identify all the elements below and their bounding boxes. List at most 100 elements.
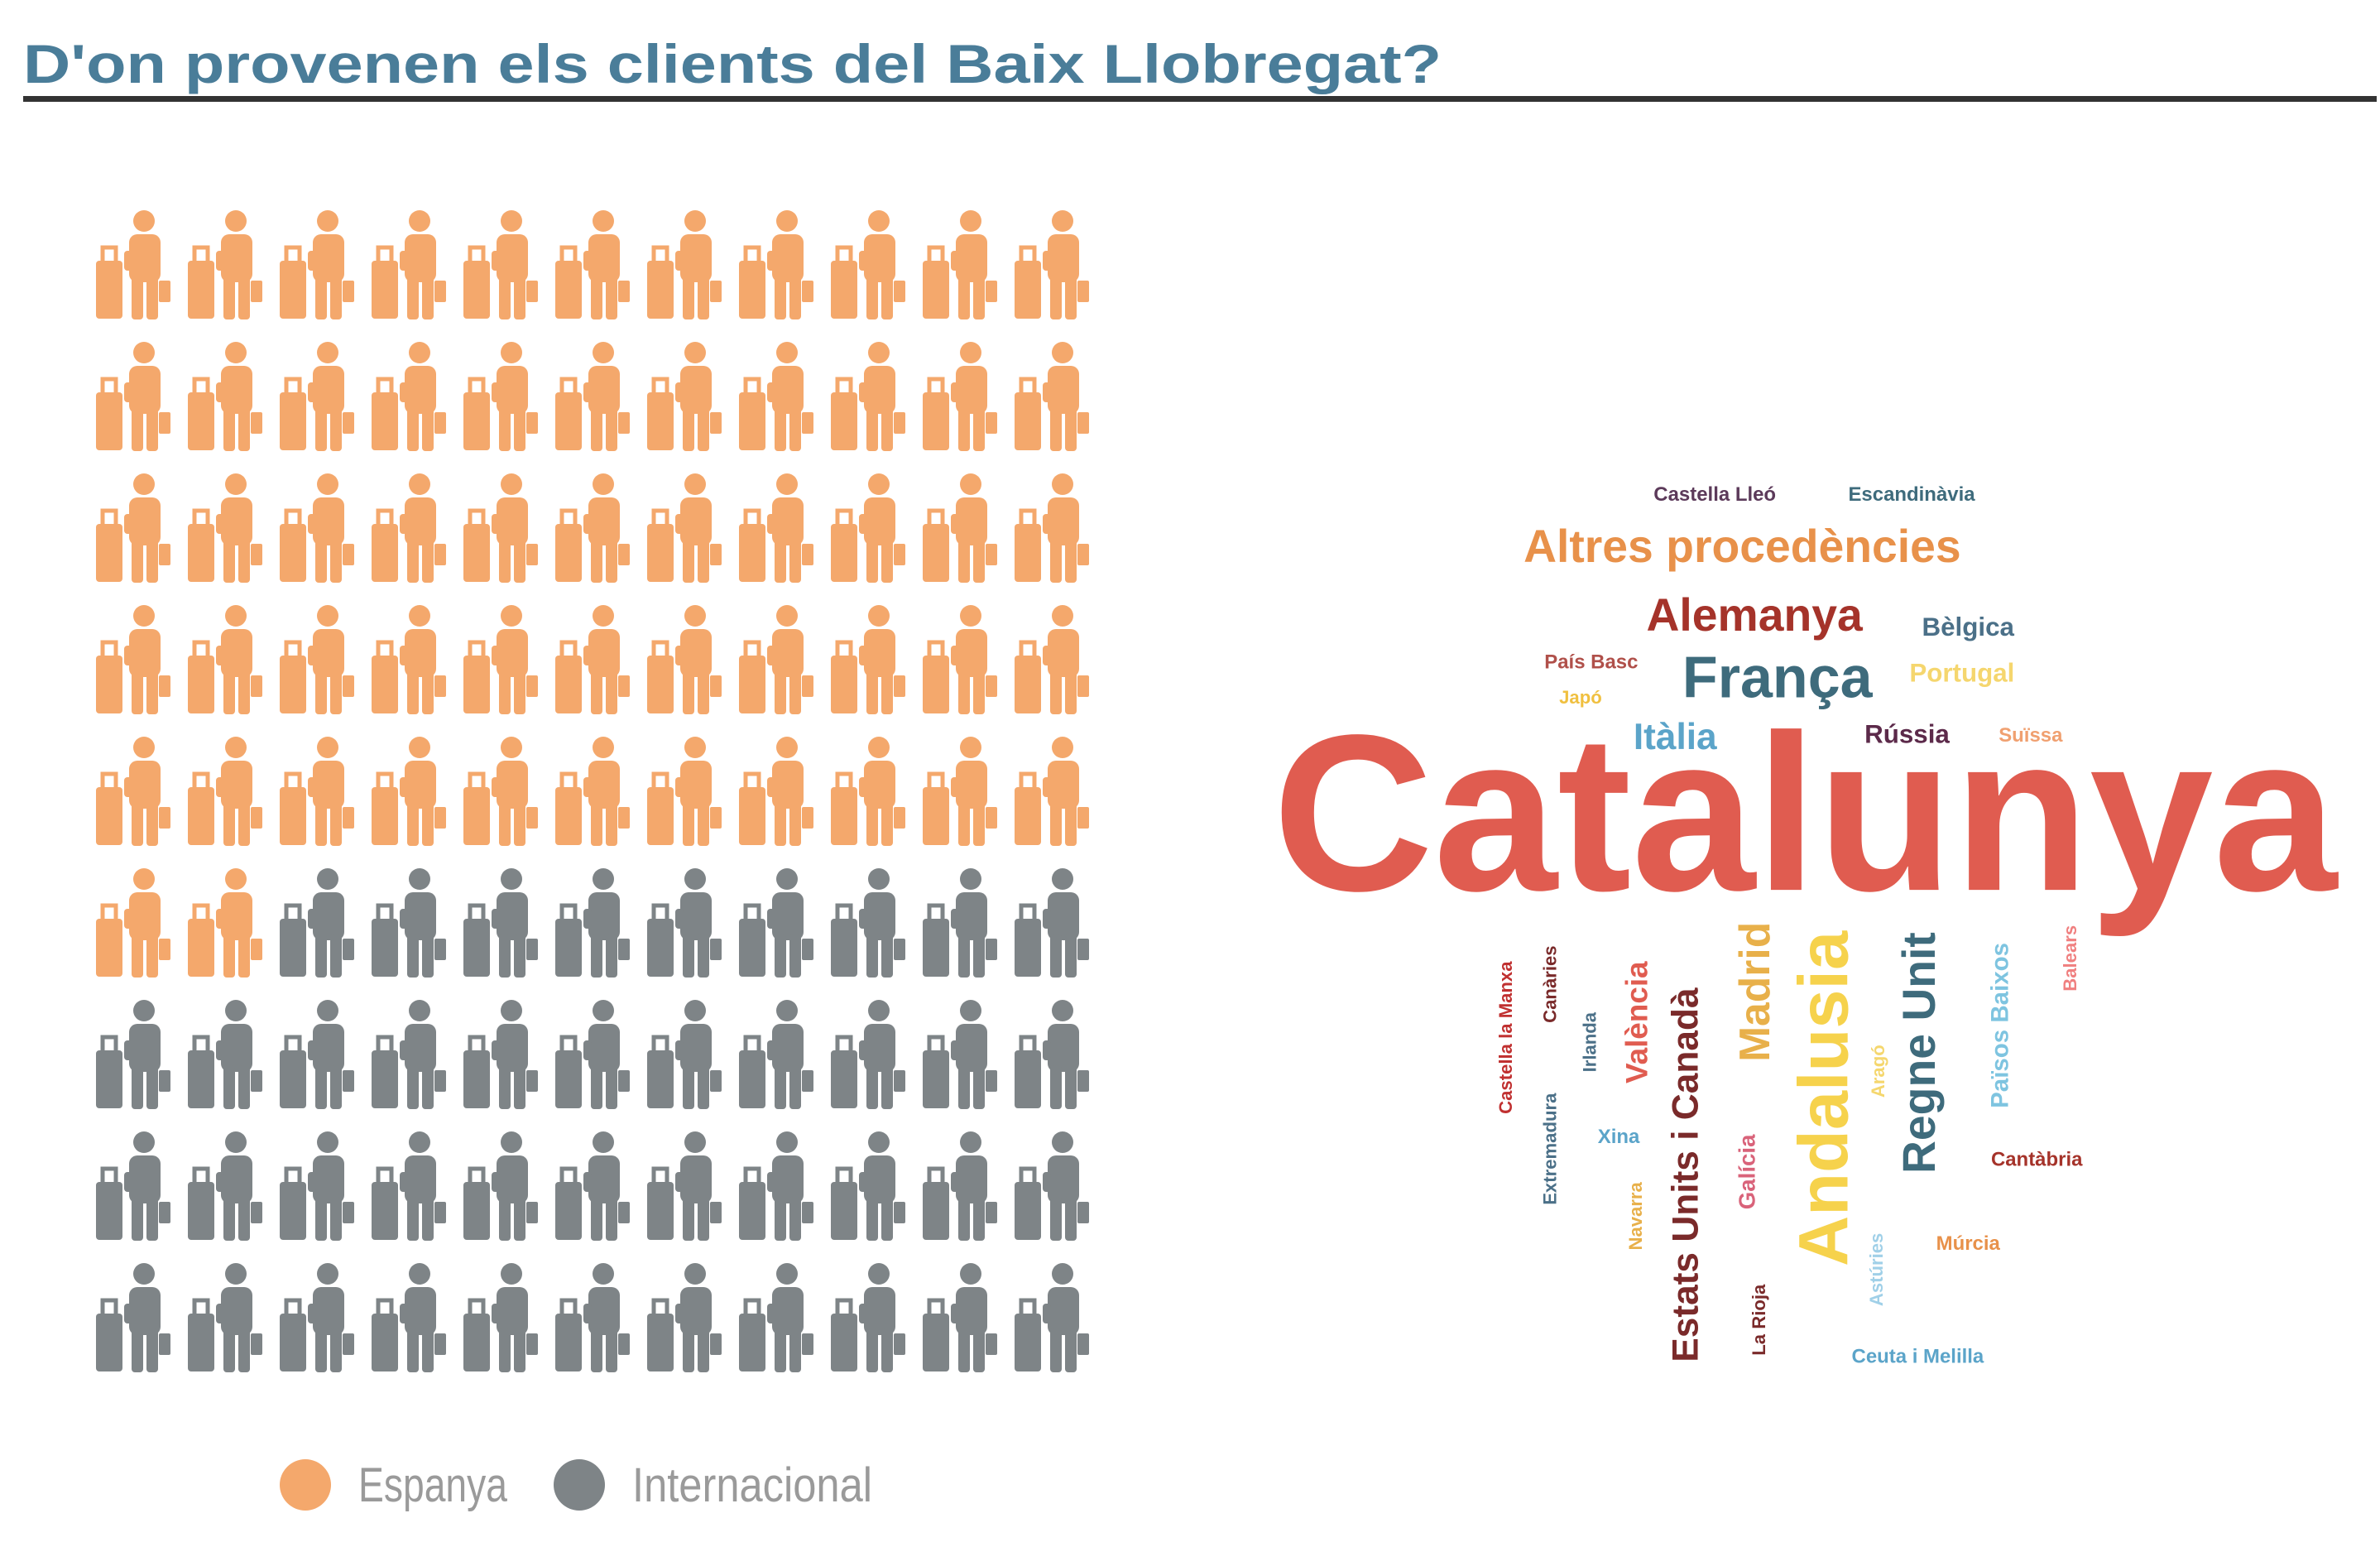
traveler-icon <box>923 1000 997 1109</box>
cloud-word: Japó <box>1559 687 1602 708</box>
icon-group <box>96 210 1089 978</box>
traveler-icon <box>923 737 997 846</box>
cloud-word: Astúries <box>1866 1233 1887 1306</box>
traveler-icon <box>1015 1000 1089 1109</box>
traveler-icon <box>1015 210 1089 319</box>
traveler-icon <box>96 473 170 583</box>
traveler-icon <box>831 1131 905 1241</box>
title-rule <box>23 96 2377 102</box>
cloud-word: País Basc <box>1544 651 1638 674</box>
cloud-word: Cantàbria <box>1991 1149 2083 1171</box>
traveler-icon <box>188 868 262 978</box>
traveler-icon <box>739 210 813 319</box>
traveler-icon <box>647 210 722 319</box>
traveler-icon <box>555 1263 630 1372</box>
traveler-icon <box>188 1000 262 1109</box>
traveler-icon <box>372 868 446 978</box>
legend-label: Internacional <box>632 1458 872 1512</box>
traveler-icon <box>831 737 905 846</box>
traveler-icon <box>1015 1263 1089 1372</box>
traveler-icon <box>555 605 630 714</box>
traveler-icon <box>647 1131 722 1241</box>
cloud-word: Ceuta i Melilla <box>1852 1345 1984 1367</box>
cloud-word: Canàries <box>1540 945 1561 1022</box>
traveler-icon <box>188 1263 262 1372</box>
traveler-icon <box>463 868 538 978</box>
traveler-icon <box>555 737 630 846</box>
traveler-icon <box>647 342 722 451</box>
traveler-icon <box>555 210 630 319</box>
traveler-icon <box>372 737 446 846</box>
cloud-word: Castella Lleó <box>1653 483 1776 506</box>
cloud-word: Aragó <box>1868 1045 1888 1098</box>
cloud-word: Bèlgica <box>1922 612 2015 641</box>
traveler-icon <box>463 605 538 714</box>
traveler-icon <box>739 737 813 846</box>
traveler-icon <box>739 1000 813 1109</box>
traveler-icon <box>96 737 170 846</box>
traveler-icon <box>739 342 813 451</box>
traveler-icon <box>647 605 722 714</box>
cloud-word: Suïssa <box>1999 724 2063 747</box>
traveler-icon <box>96 1131 170 1241</box>
traveler-icon <box>1015 473 1089 583</box>
cloud-word: Balears <box>2060 925 2080 992</box>
legend-swatch <box>280 1459 331 1511</box>
cloud-word: Altres procedències <box>1523 521 1961 572</box>
cloud-word: Itàlia <box>1634 717 1717 757</box>
traveler-icon <box>280 1000 354 1109</box>
cloud-word: Madrid <box>1730 922 1778 1062</box>
cloud-word: Portugal <box>1909 659 2014 688</box>
traveler-icon <box>923 342 997 451</box>
traveler-icon <box>372 1000 446 1109</box>
legend-swatch <box>554 1459 605 1511</box>
cloud-word: Múrcia <box>1936 1232 2001 1255</box>
traveler-icon <box>463 737 538 846</box>
traveler-icon <box>923 473 997 583</box>
traveler-icon <box>280 210 354 319</box>
traveler-icon <box>372 342 446 451</box>
traveler-icon <box>831 473 905 583</box>
traveler-icon <box>555 473 630 583</box>
traveler-icon <box>555 1131 630 1241</box>
traveler-icon <box>555 868 630 978</box>
traveler-icon <box>647 1263 722 1372</box>
traveler-icon <box>280 605 354 714</box>
traveler-icon <box>188 473 262 583</box>
traveler-icon <box>372 473 446 583</box>
traveler-icon <box>96 605 170 714</box>
traveler-icon <box>280 473 354 583</box>
traveler-icon <box>463 342 538 451</box>
traveler-icon <box>372 1131 446 1241</box>
cloud-word: Escandinàvia <box>1848 483 1975 506</box>
cloud-word: Estats Units i Canadà <box>1666 987 1706 1362</box>
traveler-icon <box>372 605 446 714</box>
traveler-icon <box>555 1000 630 1109</box>
traveler-icon <box>188 1131 262 1241</box>
traveler-icon <box>280 1131 354 1241</box>
cloud-word: Galícia <box>1734 1134 1759 1209</box>
traveler-icon <box>1015 1131 1089 1241</box>
cloud-word: Països Baixos <box>1986 943 2013 1108</box>
traveler-icon <box>1015 342 1089 451</box>
traveler-icon <box>1015 737 1089 846</box>
traveler-icon <box>555 342 630 451</box>
traveler-icon <box>188 737 262 846</box>
cloud-word: Rússia <box>1864 719 1950 748</box>
traveler-icon <box>831 1000 905 1109</box>
cloud-word: Xina <box>1598 1126 1640 1148</box>
traveler-icon <box>739 1131 813 1241</box>
traveler-icon <box>923 605 997 714</box>
cloud-word: Catalunya <box>1273 689 2339 939</box>
chart-title: D'on provenen els clients del Baix Llobr… <box>23 33 1442 94</box>
traveler-icon <box>831 210 905 319</box>
traveler-icon <box>647 1000 722 1109</box>
traveler-icon <box>372 210 446 319</box>
traveler-icon <box>1015 605 1089 714</box>
cloud-word: França <box>1682 646 1874 710</box>
traveler-icon <box>647 473 722 583</box>
cloud-word: València <box>1620 961 1654 1083</box>
traveler-icon <box>280 342 354 451</box>
traveler-icon <box>463 1000 538 1109</box>
